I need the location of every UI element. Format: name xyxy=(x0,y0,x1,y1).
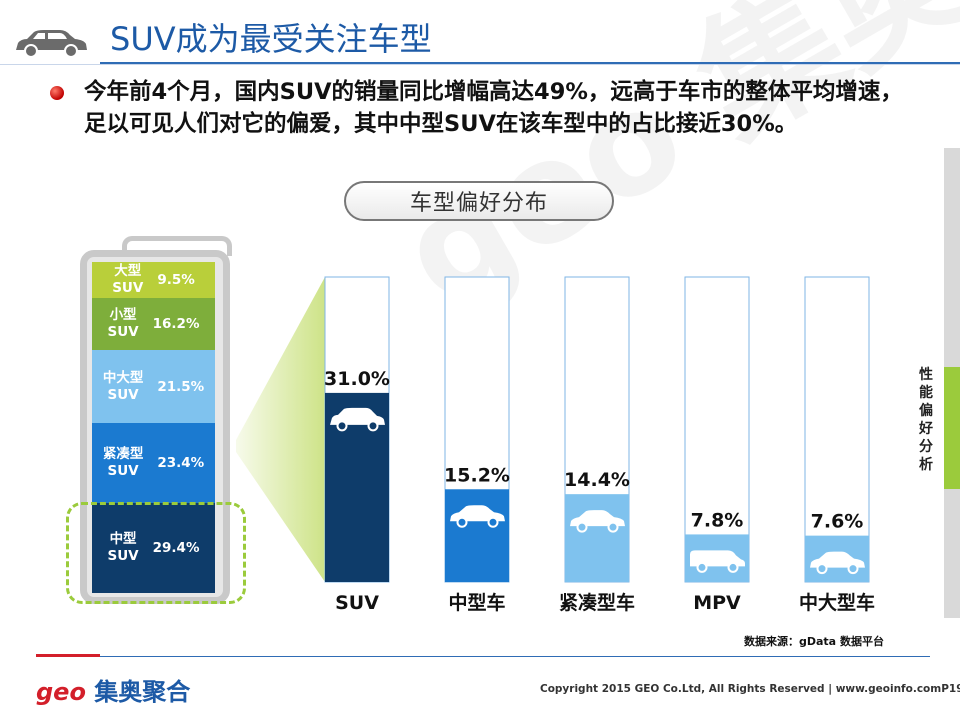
segment-name: 大型 xyxy=(114,263,142,279)
sedan-icon xyxy=(810,551,865,575)
bar-frame xyxy=(684,276,750,583)
segment-name-suffix: SUV xyxy=(112,280,144,296)
van-icon xyxy=(690,550,745,573)
segment-name: 小型 xyxy=(109,307,137,323)
bar xyxy=(445,489,509,582)
bar-frame xyxy=(804,276,870,583)
source-note: 数据来源：gData 数据平台 xyxy=(744,635,884,648)
bar-category-label: 中大型车 xyxy=(799,591,875,614)
bar-value-label: 7.6% xyxy=(811,511,864,533)
bar-category-label: SUV xyxy=(335,592,379,614)
segment-pct: 16.2% xyxy=(152,316,200,332)
title-bar xyxy=(0,10,960,68)
bar xyxy=(565,494,629,582)
logo-chinese: 集奥聚合 xyxy=(94,678,191,706)
suv-segment-small: 小型 SUV 16.2% xyxy=(92,298,215,350)
bar-category-label: 紧凑型车 xyxy=(559,591,635,614)
sedan-icon xyxy=(570,510,625,533)
bar-value-label: 14.4% xyxy=(564,469,630,491)
bar-value-label: 31.0% xyxy=(324,368,390,390)
segment-pct: 29.4% xyxy=(152,540,200,556)
suv-segment-compact: 紧凑型 SUV 23.4% xyxy=(92,423,215,503)
page-title: SUV成为最受关注车型 xyxy=(110,20,432,58)
bar-value-label: 7.8% xyxy=(691,509,744,531)
sidebar-active-marker xyxy=(944,367,960,489)
copyright-text: Copyright 2015 GEO Co.Ltd, All Rights Re… xyxy=(540,683,942,695)
car-icon xyxy=(16,30,87,58)
segment-name-suffix: SUV xyxy=(107,386,139,403)
footer-accent-line xyxy=(36,654,100,657)
sedan-icon xyxy=(450,505,505,528)
segment-name: 中大型 xyxy=(102,369,144,386)
suv-segment-mid: 中型 SUV 29.4% xyxy=(92,503,215,593)
chart-heading-pill: 车型偏好分布 xyxy=(344,181,614,221)
segment-name-suffix: SUV xyxy=(107,548,139,564)
suv-segment-midlarge: 中大型 SUV 21.5% xyxy=(92,350,215,423)
sidebar-section-label: 性能偏好分析 xyxy=(919,367,933,473)
bullet-icon xyxy=(50,86,64,100)
segment-name-suffix: SUV xyxy=(107,324,139,340)
segment-pct: 23.4% xyxy=(157,455,205,471)
mid-suv-highlight xyxy=(66,502,246,604)
connector-wedge xyxy=(236,277,325,582)
suv-icon xyxy=(330,407,385,432)
footer-divider xyxy=(100,656,930,657)
segment-name-suffix: SUV xyxy=(107,463,139,479)
company-logo: geo 集奥聚合 xyxy=(36,672,190,707)
segment-name: 紧凑型 xyxy=(102,446,144,462)
segment-name: 中型 xyxy=(109,531,137,547)
page-number: P19 xyxy=(941,683,960,695)
segment-pct: 21.5% xyxy=(157,378,205,395)
intro-paragraph: 今年前4个月，国内SUV的销量同比增幅高达49%，远高于车市的整体平均增速，足以… xyxy=(84,79,903,137)
logo-latin: geo xyxy=(36,678,86,706)
bar-category-label: 中型车 xyxy=(448,591,505,614)
segment-pct: 9.5% xyxy=(157,272,195,288)
battery-cap xyxy=(122,236,232,256)
title-divider-light xyxy=(0,64,960,65)
copyright-line: Copyright 2015 GEO Co.Ltd, All Rights Re… xyxy=(540,683,960,695)
suv-segment-large: 大型 SUV 9.5% xyxy=(92,262,215,298)
bar-category-label: MPV xyxy=(693,592,741,614)
bar-value-label: 15.2% xyxy=(444,464,510,486)
title-divider xyxy=(100,62,960,64)
